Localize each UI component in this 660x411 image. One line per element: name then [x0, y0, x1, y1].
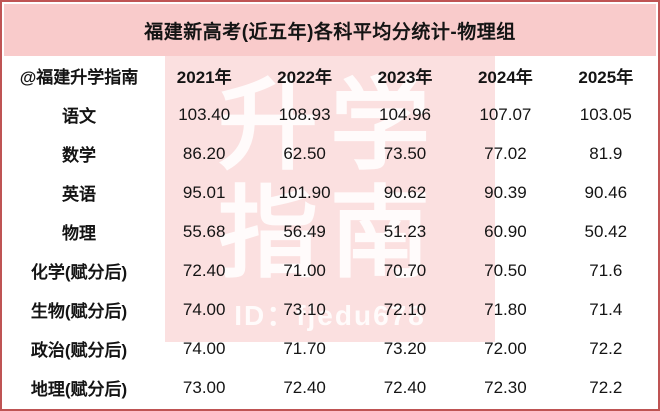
col-header-2025: 2025年 [578, 68, 634, 87]
score-cell: 77.02 [484, 143, 527, 163]
row-label: 化学(赋分后) [30, 263, 128, 282]
score-cell: 90.46 [584, 182, 628, 202]
row-label: 数学 [62, 146, 96, 165]
score-cell: 62.50 [283, 143, 326, 163]
row-label: 地理(赋分后) [30, 380, 128, 399]
score-cell: 73.00 [182, 377, 226, 397]
row-label: 生物(赋分后) [30, 302, 128, 321]
score-cell: 86.20 [182, 143, 226, 163]
score-cell: 90.39 [484, 182, 527, 202]
score-table: @福建升学指南 2021年 2022年 2023年 2024年 2025年 语文… [4, 56, 656, 407]
page-title: 福建新高考(近五年)各科平均分统计-物理组 [144, 21, 516, 43]
score-cell: 60.90 [484, 221, 527, 241]
score-cell: 74.00 [182, 338, 226, 358]
row-label: 政治(赋分后) [30, 341, 128, 360]
score-cell: 103.05 [579, 104, 632, 124]
score-cell: 70.50 [484, 260, 527, 280]
score-cell: 81.9 [589, 143, 623, 163]
score-cell: 90.62 [383, 182, 427, 202]
score-cell: 101.90 [278, 182, 331, 202]
watermark-text-line2: 指南 [218, 178, 442, 290]
watermark: 升学 指南 ID：fjedu678 [165, 56, 495, 342]
score-cell: 72.40 [182, 260, 226, 280]
score-cell: 70.70 [383, 260, 427, 280]
score-cell: 95.01 [182, 182, 226, 202]
score-cell: 72.2 [589, 338, 623, 358]
score-cell: 107.07 [479, 104, 532, 124]
score-cell: 73.10 [283, 299, 326, 319]
row-label: 英语 [62, 185, 96, 204]
score-cell: 71.00 [283, 260, 326, 280]
score-cell: 71.4 [589, 299, 623, 319]
score-cell: 73.50 [383, 143, 427, 163]
score-cell: 71.6 [589, 260, 623, 280]
score-cell: 74.00 [182, 299, 226, 319]
watermark-text-line1: 升学 [218, 70, 442, 182]
score-cell: 103.40 [178, 104, 231, 124]
row-label: 物理 [62, 224, 96, 243]
row-label: 语文 [62, 107, 96, 126]
col-header-2023: 2023年 [377, 68, 433, 87]
score-cell: 51.23 [383, 221, 427, 241]
score-cell: 72.40 [383, 377, 427, 397]
score-cell: 71.80 [484, 299, 527, 319]
score-cell: 50.42 [584, 221, 628, 241]
watermark-id: ID：fjedu678 [234, 300, 426, 331]
score-cell: 73.20 [383, 338, 427, 358]
score-cell: 104.96 [378, 104, 431, 124]
score-cell: 72.2 [589, 377, 623, 397]
score-cell: 72.10 [383, 299, 427, 319]
col-header-2024: 2024年 [477, 68, 533, 87]
score-cell: 55.68 [182, 221, 226, 241]
score-cell: 56.49 [283, 221, 326, 241]
score-cell: 72.00 [484, 338, 527, 358]
score-cell: 72.30 [484, 377, 527, 397]
title-bar: 福建新高考(近五年)各科平均分统计-物理组 [4, 4, 656, 56]
col-header-2021: 2021年 [176, 68, 232, 87]
score-cell: 72.40 [283, 377, 326, 397]
score-cell: 108.93 [278, 104, 331, 124]
col-header-2022: 2022年 [277, 68, 332, 87]
score-cell: 71.70 [283, 338, 326, 358]
corner-label: @福建升学指南 [19, 68, 139, 87]
